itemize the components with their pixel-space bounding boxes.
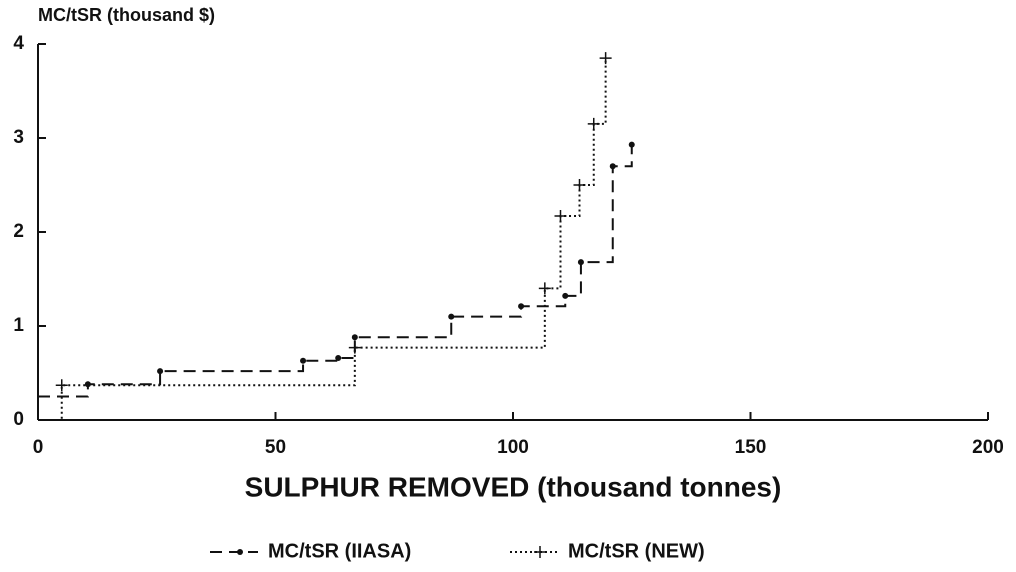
y-tick-label: 1 [13, 315, 24, 336]
point [534, 546, 546, 558]
y-tick-label: 0 [13, 409, 24, 430]
legend-label: MC/tSR (IIASA) [268, 540, 411, 562]
point [573, 179, 586, 191]
x-tick-label: 0 [33, 437, 44, 458]
y-tick-label: 3 [13, 127, 24, 148]
point [518, 303, 525, 310]
point [538, 282, 551, 295]
point [599, 52, 612, 65]
point [448, 313, 455, 320]
point [157, 368, 164, 375]
point [628, 141, 635, 148]
y-tick-label: 4 [13, 33, 24, 54]
point [554, 210, 567, 223]
x-axis-label: SULPHUR REMOVED (thousand tonnes) [245, 471, 782, 502]
point [587, 117, 600, 130]
point [562, 292, 569, 299]
point [577, 259, 584, 266]
legend-label: MC/tSR (NEW) [568, 540, 705, 562]
y-axis-label: MC/tSR (thousand $) [38, 5, 215, 25]
point [300, 357, 307, 364]
point [348, 341, 361, 354]
x-tick-label: 200 [972, 437, 1004, 458]
point [237, 549, 243, 555]
x-tick-label: 150 [735, 437, 767, 458]
point [55, 379, 68, 392]
point [335, 354, 342, 361]
point [609, 163, 616, 170]
point [351, 334, 358, 341]
x-tick-label: 50 [265, 437, 286, 458]
y-tick-label: 2 [13, 221, 24, 242]
x-tick-label: 100 [497, 437, 529, 458]
step-line [38, 58, 607, 421]
step-line [38, 144, 633, 398]
